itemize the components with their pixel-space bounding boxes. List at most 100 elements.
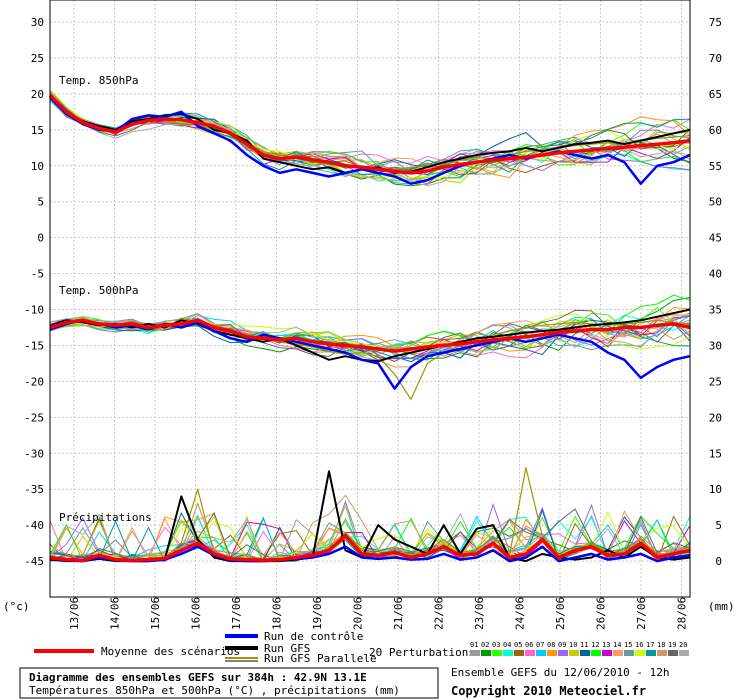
x-tick-label: 18/06 [271,597,284,630]
legend-control-label: Run de contrôle [264,630,363,643]
right-tick-label: 30 [709,339,722,352]
x-tick-label: 17/06 [230,597,243,630]
left-tick-label: 20 [31,88,44,101]
perturbation-number: 02 [481,641,489,649]
left-tick-label: 30 [31,16,44,29]
perturbation-number: 20 [679,641,687,649]
footer-run: Ensemble GEFS du 12/06/2010 - 12h [451,666,670,679]
perturbation-number: 10 [569,641,577,649]
left-tick-label: 25 [31,52,44,65]
panel-label-precip: Précipitations [59,511,152,524]
legend-gfs-label: Run GFS [264,642,310,655]
x-tick-label: 24/06 [514,597,527,630]
left-tick-label: -35 [24,483,44,496]
right-axis-unit: (mm) [708,600,735,613]
x-tick-label: 20/06 [352,597,365,630]
x-tick-label: 13/06 [68,597,81,630]
x-tick-label: 28/06 [676,597,689,630]
perturbation-swatch [580,650,590,656]
legend: Moyenne des scénarios Run de contrôle Ru… [34,630,689,665]
panel-label-t500: Temp. 500hPa [59,284,138,297]
perturbation-number: 12 [591,641,599,649]
perturbation-number: 19 [668,641,676,649]
left-tick-label: -10 [24,304,44,317]
perturbation-number: 06 [525,641,533,649]
perturbation-swatch [481,650,491,656]
perturbation-swatch [679,650,689,656]
perturbation-swatch [492,650,502,656]
plot-frame [49,0,691,598]
right-tick-label: 20 [709,411,722,424]
x-tick-label: 25/06 [554,597,567,630]
right-tick-label: 35 [709,304,722,317]
left-tick-label: 0 [37,232,44,245]
perturbation-number: 01 [470,641,478,649]
perturbation-swatch [635,650,645,656]
perturbation-number: 11 [580,641,588,649]
right-tick-label: 50 [709,196,722,209]
x-tick-label: 22/06 [433,597,446,630]
left-axis-unit: (°c) [3,600,30,613]
perturbation-number: 04 [503,641,511,649]
series-line-t500 [49,318,691,353]
x-tick-label: 15/06 [149,597,162,630]
perturbation-number: 15 [624,641,632,649]
series-line-precip [49,534,691,563]
perturbation-number: 14 [613,641,621,649]
left-tick-label: -40 [24,519,44,532]
left-tick-label: -15 [24,339,44,352]
right-tick-label: 75 [709,16,722,29]
perturbation-swatch [657,650,667,656]
right-tick-label: 70 [709,52,722,65]
x-tick-label: 23/06 [473,597,486,630]
footer-subtitle: Températures 850hPa et 500hPa (°C) , pré… [29,684,400,697]
x-tick-label: 14/06 [109,597,122,630]
left-tick-label: 5 [37,196,44,209]
right-tick-label: 40 [709,268,722,281]
perturbation-legend: 01 02 03 04 05 06 07 08 09 10 11 12 13 14 15 16 17 18 19 20 [470,641,689,656]
legend-gfs-par-label: Run GFS Parallele [264,652,377,665]
perturbation-swatch [668,650,678,656]
perturbation-swatch [602,650,612,656]
perturbation-swatch [470,650,480,656]
perturbation-number: 13 [602,641,610,649]
panel-label-t850: Temp. 850hPa [59,74,138,87]
perturbation-number: 18 [657,641,665,649]
perturbation-number: 17 [646,641,654,649]
right-tick-label: 5 [715,519,722,532]
series-layer [48,94,691,563]
perturbation-line-t500 [49,312,691,352]
right-tick-label: 65 [709,88,722,101]
left-tick-label: -5 [31,268,44,281]
footer-title: Diagramme des ensembles GEFS sur 384h : … [29,671,367,684]
perturbation-swatch [569,650,579,656]
perturbation-swatch [525,650,535,656]
perturbation-swatch [613,650,623,656]
left-tick-label: 10 [31,160,44,173]
perturbation-number: 09 [558,641,566,649]
left-tick-label: -30 [24,447,44,460]
series-line-t850 [49,96,691,185]
right-tick-label: 0 [715,555,722,568]
series-line-t850 [48,94,691,175]
footer-box [19,667,439,699]
x-tick-label: 26/06 [595,597,608,630]
perturbation-swatch [536,650,546,656]
right-tick-label: 55 [709,160,722,173]
perturbation-line-t500 [49,315,691,360]
perturbation-number: 07 [536,641,544,649]
x-tick-label: 19/06 [311,597,324,630]
right-tick-label: 10 [709,483,722,496]
left-tick-label: -20 [24,375,44,388]
perturbation-swatch [503,650,513,656]
left-tick-label: -25 [24,411,44,424]
left-tick-label: 15 [31,124,44,137]
perturbation-line-t850 [49,89,691,179]
perturbation-line-t850 [49,93,691,174]
perturbation-number: 08 [547,641,555,649]
x-tick-label: 27/06 [635,597,648,630]
perturbation-line-precip [49,494,691,562]
x-tick-label: 16/06 [190,597,203,630]
footer: Diagramme des ensembles GEFS sur 384h : … [19,666,670,699]
x-tick-label: 21/06 [392,597,405,630]
